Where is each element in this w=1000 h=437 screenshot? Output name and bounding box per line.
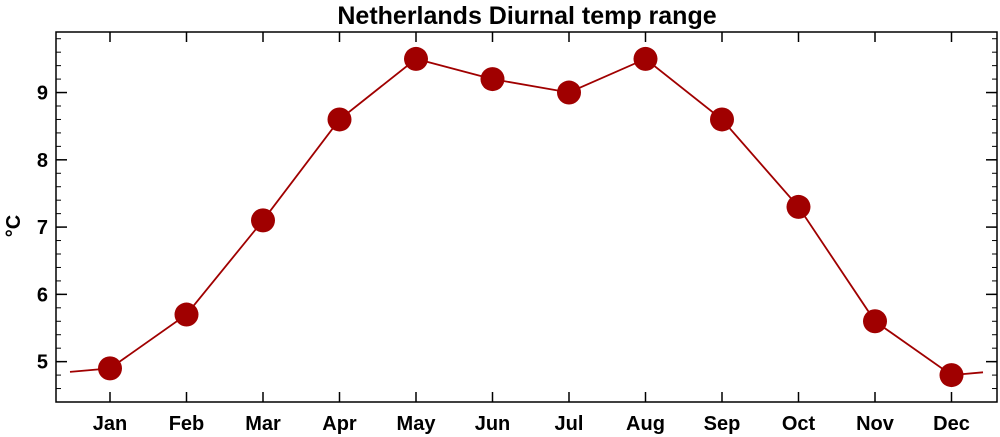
y-axis-ticks: 5 6 7 8 9 (37, 83, 997, 374)
x-axis-ticks: Jan Feb Mar Apr May Jun Jul Aug Sep Oct Nov Dec (93, 32, 970, 435)
x-tick-label: Oct (782, 413, 816, 435)
plot-frame (55, 31, 998, 403)
x-tick-label: May (397, 413, 437, 435)
data-point-aug (633, 46, 658, 71)
series-line-group (69, 57, 984, 377)
data-point-feb (174, 302, 199, 327)
data-point-mar (251, 208, 275, 233)
series-line (69, 57, 984, 377)
x-tick-label: Dec (933, 413, 970, 435)
x-tick-label: Feb (169, 413, 205, 435)
y-tick-label: 9 (37, 83, 48, 105)
x-tick-label: Nov (856, 413, 895, 435)
y-tick-label: 5 (37, 352, 48, 374)
x-tick-label: Aug (626, 413, 665, 435)
data-point-jun (480, 67, 505, 92)
x-tick-label: Mar (245, 413, 281, 435)
data-point-nov (863, 309, 887, 334)
x-tick-label: Apr (322, 413, 357, 435)
series-points (98, 46, 964, 388)
x-tick-label: Jul (555, 413, 584, 435)
data-point-sep (710, 107, 734, 132)
x-tick-label: Sep (704, 413, 741, 435)
data-point-jan (98, 356, 122, 381)
chart-title: Netherlands Diurnal temp range (337, 2, 716, 30)
y-axis-label: °C (3, 215, 25, 237)
data-point-apr (327, 107, 352, 132)
data-point-jul (557, 80, 581, 105)
data-point-oct (786, 194, 811, 219)
data-point-dec (939, 363, 964, 388)
x-tick-label: Jun (475, 413, 511, 435)
y-tick-label: 8 (37, 150, 48, 172)
y-tick-label: 7 (37, 217, 48, 239)
y-tick-label: 6 (37, 284, 48, 306)
data-point-may (404, 46, 428, 71)
x-tick-label: Jan (93, 413, 127, 435)
minor-ticks (56, 38, 997, 403)
